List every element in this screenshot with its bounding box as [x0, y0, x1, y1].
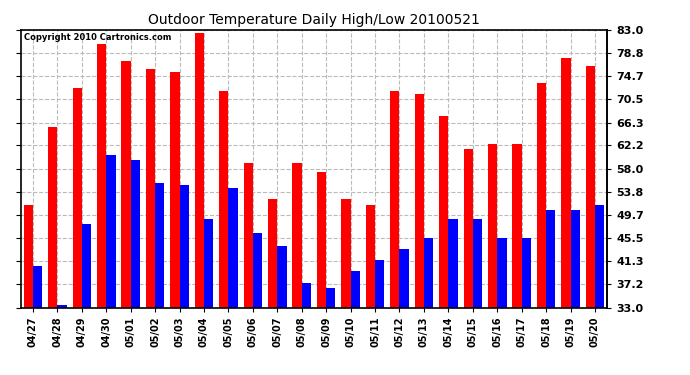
Bar — [391, 91, 400, 308]
Bar — [464, 149, 473, 308]
Bar — [326, 288, 335, 308]
Title: Outdoor Temperature Daily High/Low 20100521: Outdoor Temperature Daily High/Low 20100… — [148, 13, 480, 27]
Bar — [179, 185, 189, 308]
Bar — [121, 60, 130, 308]
Bar — [366, 205, 375, 308]
Bar — [488, 144, 497, 308]
Bar — [522, 238, 531, 308]
Bar — [342, 199, 351, 308]
Bar — [155, 183, 164, 308]
Bar — [571, 210, 580, 308]
Bar — [33, 266, 42, 308]
Bar — [400, 249, 408, 308]
Bar — [537, 83, 546, 308]
Bar — [204, 219, 213, 308]
Bar — [351, 272, 360, 308]
Bar — [595, 205, 604, 308]
Bar — [586, 66, 595, 308]
Bar — [82, 224, 91, 308]
Bar — [497, 238, 506, 308]
Bar — [146, 69, 155, 308]
Bar — [302, 282, 311, 308]
Bar — [293, 163, 302, 308]
Bar — [219, 91, 228, 308]
Bar — [130, 160, 140, 308]
Bar — [268, 199, 277, 308]
Bar — [317, 171, 326, 308]
Bar — [546, 210, 555, 308]
Bar — [473, 219, 482, 308]
Bar — [424, 238, 433, 308]
Text: Copyright 2010 Cartronics.com: Copyright 2010 Cartronics.com — [23, 33, 171, 42]
Bar — [195, 33, 204, 308]
Bar — [244, 163, 253, 308]
Bar — [48, 127, 57, 308]
Bar — [439, 116, 449, 308]
Bar — [277, 246, 286, 308]
Bar — [72, 88, 82, 308]
Bar — [415, 94, 424, 308]
Bar — [253, 232, 262, 308]
Bar — [228, 188, 237, 308]
Bar — [97, 44, 106, 308]
Bar — [23, 205, 33, 308]
Bar — [375, 260, 384, 308]
Bar — [561, 58, 571, 308]
Bar — [448, 219, 457, 308]
Bar — [513, 144, 522, 308]
Bar — [170, 72, 179, 308]
Bar — [106, 155, 115, 308]
Bar — [57, 305, 67, 308]
